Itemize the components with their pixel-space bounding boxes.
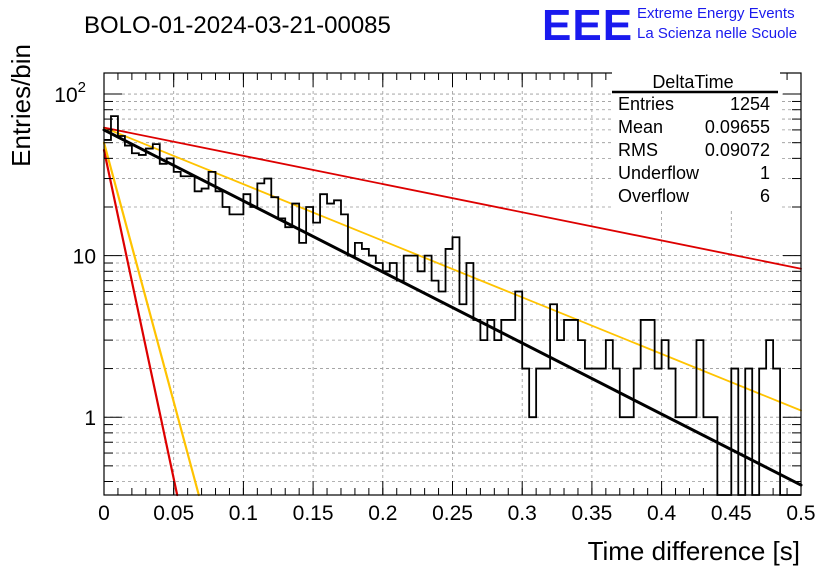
histogram-outline	[104, 115, 801, 496]
x-tick-label: 0.1	[229, 502, 258, 525]
x-tick-label: 0.15	[293, 502, 334, 525]
fit-curves	[102, 126, 803, 497]
stats-value-mean: 0.09655	[705, 117, 770, 137]
x-tick-label: 0.45	[711, 502, 752, 525]
stats-value-overflow: 6	[760, 186, 770, 206]
stats-box-bg	[612, 70, 780, 210]
fit-line-steep-lower	[102, 148, 179, 497]
fit-line-fit	[102, 128, 803, 487]
x-axis-title: Time difference [s]	[588, 536, 800, 566]
x-tick-label: 0.2	[368, 502, 397, 525]
x-tick-label: 0	[98, 502, 110, 525]
fit-line-steep-upper	[102, 141, 200, 497]
eee-logo: EEE Extreme Energy Events La Scienza nel…	[542, 1, 797, 50]
fit-line-fit-lower	[103, 126, 802, 270]
grid-lines	[104, 73, 801, 495]
plot-frame	[103, 72, 802, 496]
stats-value-underflow: 1	[760, 163, 770, 183]
stats-label-rms: RMS	[618, 140, 658, 160]
x-tick-label: 0.05	[153, 502, 194, 525]
y-axis-title: Entries/bin	[6, 44, 36, 167]
x-tick-label: 0.5	[786, 502, 815, 525]
stats-label-overflow: Overflow	[618, 186, 690, 206]
stats-box: DeltaTime Entries 1254 Mean 0.09655 RMS 0.090…	[612, 70, 780, 210]
x-tick-label: 0.3	[508, 502, 537, 525]
y-tick-label: 102	[54, 79, 86, 107]
run-title: BOLO-01-2024-03-21-00085	[84, 12, 391, 39]
logo-line1: Extreme Energy Events	[637, 5, 795, 22]
x-tick-label: 0.4	[647, 502, 677, 525]
y-tick-label: 1	[84, 407, 96, 430]
stats-title: DeltaTime	[652, 72, 733, 92]
x-tick-label: 0.35	[571, 502, 612, 525]
histogram-bars	[104, 115, 801, 496]
stats-value-entries: 1254	[730, 94, 770, 114]
x-tick-labels: 0 0.05 0.1 0.15 0.2 0.25 0.3 0.35 0.4 0.45 0.5	[98, 502, 815, 525]
logo-letters: EEE	[542, 1, 633, 50]
stats-label-entries: Entries	[618, 94, 674, 114]
logo-line2: La Scienza nelle Scuole	[637, 25, 797, 42]
stats-value-rms: 0.09072	[705, 140, 770, 160]
stats-label-underflow: Underflow	[618, 163, 700, 183]
y-tick-label: 10	[73, 246, 96, 269]
stats-rows: Entries 1254 Mean 0.09655 RMS 0.09072Underflo…	[618, 94, 770, 206]
x-tick-label: 0.25	[432, 502, 473, 525]
fit-line-fit-upper	[103, 126, 802, 412]
stats-label-mean: Mean	[618, 117, 663, 137]
y-tick-labels: 1 10 102	[54, 79, 96, 430]
